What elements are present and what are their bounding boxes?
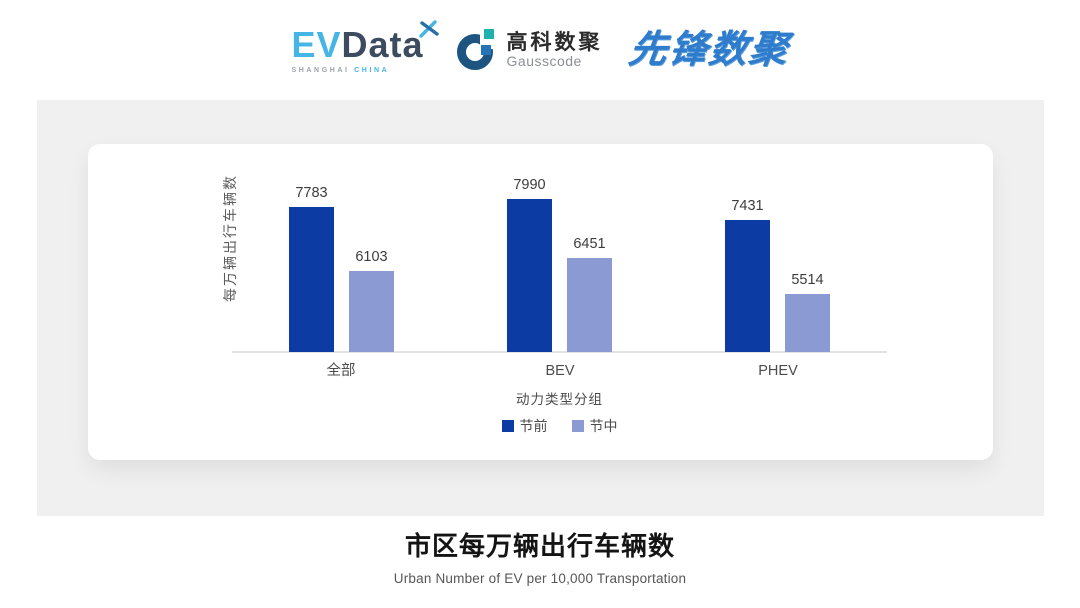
bar-value-label: 6103 — [355, 249, 388, 265]
bar-value-label: 7431 — [731, 198, 764, 214]
legend-swatch — [501, 420, 514, 432]
bar-全部-节前 — [289, 207, 334, 352]
chart-legend: 节前 节中 — [232, 418, 887, 434]
chart-subtitle: Urban Number of EV per 10,000 Transporta… — [393, 571, 687, 586]
evdata-ev-text: EV — [291, 23, 342, 65]
bar-value-label: 7990 — [513, 177, 546, 193]
evdata-wordmark: EVData — [291, 19, 439, 65]
category-label: BEV — [545, 363, 575, 379]
evdata-tagline: SHANGHAI CHINA — [291, 67, 389, 74]
bar-BEV-节中 — [567, 258, 612, 352]
x-axis-line — [232, 351, 887, 353]
gausscode-logo: 高科数聚 Gausscode — [456, 27, 603, 73]
gausscode-name-cn: 高科数聚 — [506, 30, 603, 54]
legend-label: 节前 — [519, 418, 548, 434]
gausscode-g-icon — [456, 29, 500, 70]
chart-card: 每万辆出行车辆数 动力类型分组 节前 节中 7783 6103 全部 7990 6451 B… — [88, 144, 993, 460]
y-axis-label: 每万辆出行车辆数 — [222, 174, 238, 302]
legend-item-节中: 节中 — [571, 416, 618, 436]
chart-panel: 每万辆出行车辆数 动力类型分组 节前 节中 7783 6103 全部 7990 6451 B… — [37, 100, 1044, 516]
x-axis-label: 动力类型分组 — [516, 392, 603, 407]
chart-title: 市区每万辆出行车辆数 — [404, 531, 675, 561]
legend-item-节前: 节前 — [501, 416, 548, 436]
bar-chart: 每万辆出行车辆数 动力类型分组 节前 节中 7783 6103 全部 7990 6451 B… — [88, 144, 993, 460]
legend-label: 节中 — [589, 418, 618, 434]
bar-PHEV-节中 — [785, 294, 830, 352]
evdata-tagline-china: CHINA — [354, 66, 390, 74]
gausscode-name-en: Gausscode — [506, 52, 582, 69]
bar-value-label: 5514 — [791, 272, 824, 288]
category-label: 全部 — [326, 363, 356, 379]
bar-PHEV-节前 — [725, 220, 770, 352]
bar-全部-节中 — [349, 271, 394, 352]
bar-value-label: 7783 — [295, 185, 328, 201]
bar-value-label: 6451 — [573, 236, 606, 252]
pioneer-shuju-logo: 先锋数聚 — [625, 29, 792, 71]
evdata-logo: EVData SHANGHAI CHINA — [291, 19, 439, 74]
category-label: PHEV — [758, 363, 798, 379]
evdata-data-text: Data — [341, 23, 424, 65]
legend-swatch — [571, 420, 584, 432]
gausscode-text: 高科数聚 Gausscode — [506, 30, 603, 69]
evdata-sparkle-icon — [418, 19, 439, 38]
bar-BEV-节前 — [507, 199, 552, 352]
chart-title-block: 市区每万辆出行车辆数 Urban Number of EV per 10,000… — [0, 526, 1080, 586]
evdata-tagline-shanghai: SHANGHAI — [291, 66, 350, 74]
logo-header: EVData SHANGHAI CHINA 高科数聚 Gausscode 先锋数… — [0, 0, 1080, 100]
